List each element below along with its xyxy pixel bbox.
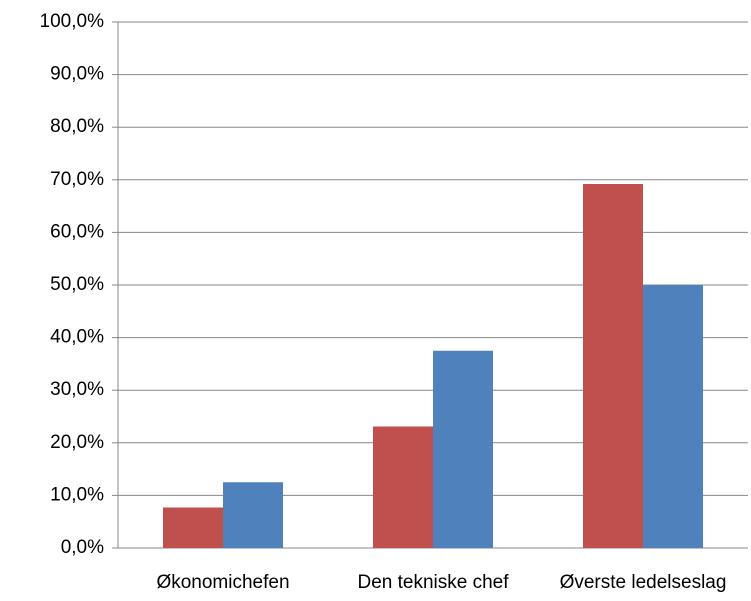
x-tick-label: Øverste ledelseslag (560, 572, 727, 593)
x-tick-label: Den tekniske chef (357, 572, 509, 593)
bar (373, 426, 433, 548)
y-tick-label: 0,0% (61, 537, 104, 558)
y-tick-label: 50,0% (50, 274, 104, 295)
bar (433, 350, 493, 548)
y-tick-label: 90,0% (50, 64, 104, 85)
bar (163, 507, 223, 548)
y-tick-label: 60,0% (50, 221, 104, 242)
bar (643, 285, 703, 548)
y-tick-label: 40,0% (50, 327, 104, 348)
y-tick-label: 80,0% (50, 116, 104, 137)
y-tick-label: 100,0% (40, 11, 105, 32)
y-tick-label: 20,0% (50, 432, 104, 453)
y-tick-label: 10,0% (50, 484, 104, 505)
bar (583, 184, 643, 548)
x-tick-label: Økonomichefen (156, 572, 289, 593)
bar (223, 482, 283, 548)
y-tick-label: 70,0% (50, 169, 104, 190)
y-tick-label: 30,0% (50, 379, 104, 400)
